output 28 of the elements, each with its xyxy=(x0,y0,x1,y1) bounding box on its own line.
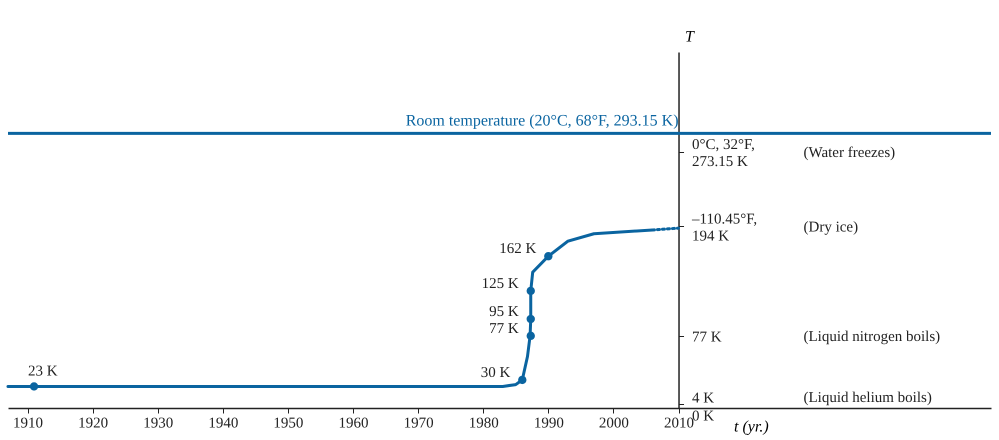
x-tick-label: 1970 xyxy=(404,416,434,432)
data-label: 162 K xyxy=(499,241,536,258)
x-tick-label: 1920 xyxy=(78,416,108,432)
ref-line-label: Room temperature (20°C, 68°F, 293.15 K) xyxy=(406,112,679,130)
annotation: (Liquid nitrogen boils) xyxy=(804,328,940,345)
y-tick-label: 0°C, 32°F, 273.15 K xyxy=(692,137,755,170)
data-label: 125 K xyxy=(482,276,519,292)
y-axis-title: T xyxy=(685,28,696,46)
x-tick-label: 1940 xyxy=(208,416,238,432)
x-tick-label: 2000 xyxy=(598,416,629,432)
x-axis-title: t (yr.) xyxy=(734,418,769,436)
y-tick-label: 4 K xyxy=(692,390,714,407)
data-label: 30 K xyxy=(480,364,510,381)
y-tick-label: 77 K xyxy=(692,329,722,346)
x-tick-label: 1960 xyxy=(338,416,369,432)
annotation: (Liquid helium boils) xyxy=(804,390,932,406)
x-tick-label: 1950 xyxy=(273,416,304,432)
annotation: (Dry ice) xyxy=(804,219,858,236)
y-tick-label: 0 K xyxy=(692,408,714,424)
data-label: 95 K xyxy=(489,304,519,320)
annotation: (Water freezes) xyxy=(804,145,896,162)
y-tick-label: –110.45°F, 194 K xyxy=(691,211,758,244)
x-tick-label: 1930 xyxy=(143,416,174,432)
x-tick-label: 1990 xyxy=(534,416,564,432)
data-label: 23 K xyxy=(28,363,58,380)
data-label: 77 K xyxy=(489,320,519,337)
x-tick-label: 1910 xyxy=(13,416,44,432)
x-tick-label: 1980 xyxy=(468,416,499,432)
